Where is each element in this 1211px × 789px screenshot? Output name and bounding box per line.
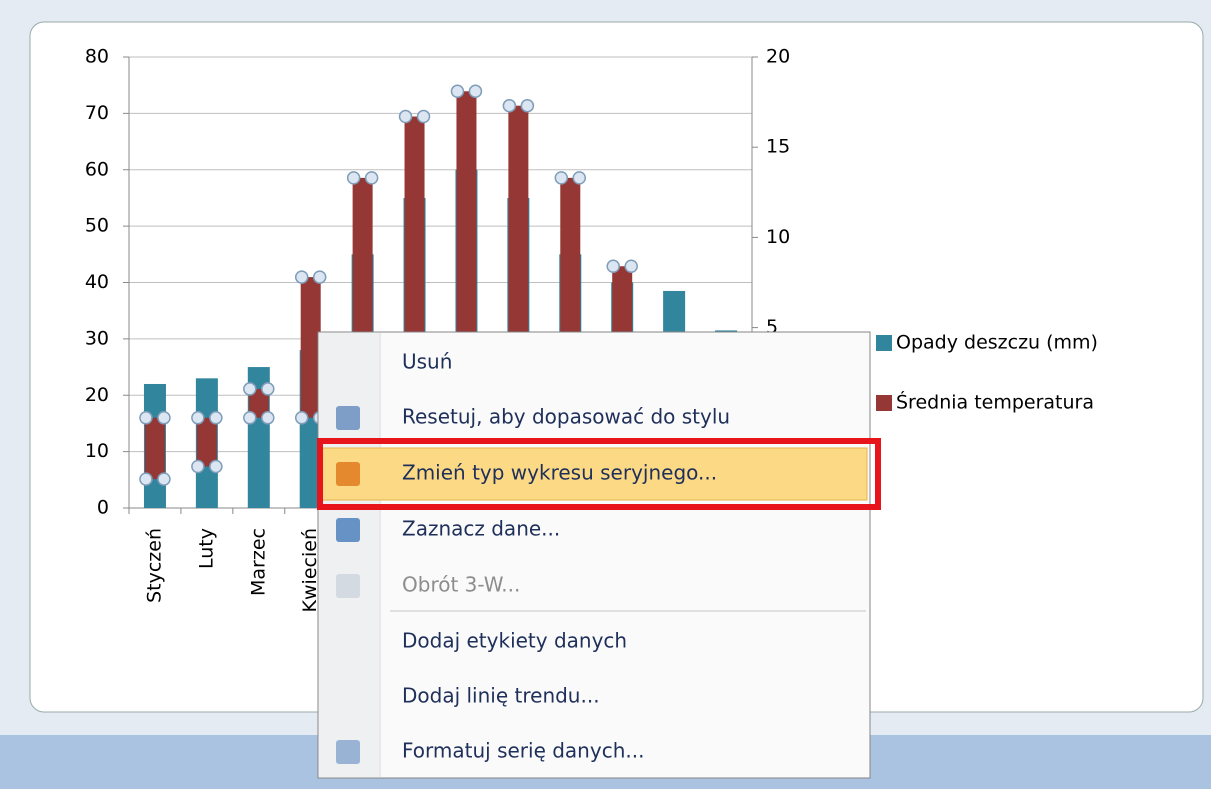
legend-swatch: [876, 335, 892, 351]
menu-highlight: [321, 447, 868, 501]
selection-handle: [398, 109, 413, 124]
y-tick-label: 0: [97, 497, 109, 519]
menu-item[interactable]: Formatuj serię danych...: [402, 739, 644, 763]
selection-handle: [346, 171, 361, 185]
y2-tick-label: 20: [766, 46, 790, 68]
selection-handle: [468, 84, 483, 99]
menu-item[interactable]: Zmień typ wykresu seryjnego...: [402, 461, 717, 485]
highlight-box: [317, 438, 881, 510]
selection-handle: [502, 98, 517, 113]
menu-item[interactable]: Resetuj, aby dopasować do stylu: [402, 405, 730, 429]
y-tick-label: 60: [85, 158, 109, 180]
selection-handle: [157, 411, 171, 425]
selection-handle: [450, 84, 465, 99]
y-tick-label: 40: [85, 271, 109, 293]
selection-handle: [157, 472, 171, 486]
menu-background: [317, 331, 871, 779]
bar: [248, 388, 269, 418]
selection-handle: [191, 411, 205, 425]
x-tick-label: Kwiecień: [299, 528, 321, 612]
selection-handle: [209, 411, 223, 425]
menu-icon-column: [319, 333, 379, 777]
selection-handle: [209, 459, 223, 474]
selection-handle: [294, 411, 309, 425]
menu-item[interactable]: Dodaj etykiety danych: [402, 629, 627, 653]
y-tick-label: 20: [85, 384, 109, 406]
selection-handle: [243, 382, 257, 396]
selection-handle: [624, 259, 638, 274]
menu-icon: [336, 740, 360, 764]
y2-tick-label: 15: [766, 136, 790, 158]
legend-label: Opady deszczu (mm): [896, 332, 1098, 354]
y2-tick-label: 10: [766, 226, 790, 248]
menu-item[interactable]: Zaznacz dane...: [402, 517, 560, 541]
menu-item[interactable]: Usuń: [402, 350, 452, 374]
x-tick-label: Marzec: [247, 528, 269, 596]
y-tick-label: 10: [85, 440, 109, 462]
y-tick-label: 30: [85, 327, 109, 349]
selection-handle: [520, 98, 535, 113]
bar: [300, 277, 321, 418]
context-menu: Usuń Resetuj, aby dopasować do stylu Zmień…: [317, 331, 881, 779]
selection-handle: [139, 411, 153, 425]
menu-item[interactable]: Dodaj linię trendu...: [402, 684, 600, 708]
bar: [144, 417, 165, 480]
menu-icon: [336, 574, 360, 598]
selection-handle: [261, 411, 275, 425]
menu-icon: [336, 518, 360, 542]
x-tick-label: Styczeń: [143, 528, 165, 603]
menu-item: Obrót 3-W...: [402, 573, 520, 597]
selection-handle: [554, 171, 569, 185]
selection-handle: [312, 270, 327, 284]
bar: [196, 417, 217, 467]
legend-label: Średnia temperatura: [896, 390, 1094, 414]
menu-icon: [336, 462, 360, 486]
selection-handle: [243, 411, 257, 425]
x-tick-label: Luty: [195, 528, 217, 569]
y-tick-label: 50: [85, 215, 109, 237]
legend-swatch: [876, 395, 892, 411]
selection-handle: [416, 109, 431, 124]
selection-handle: [261, 382, 275, 396]
selection-handle: [606, 259, 620, 274]
y-tick-label: 80: [85, 46, 109, 68]
selection-handle: [572, 171, 587, 185]
selection-handle: [294, 270, 309, 284]
selection-handle: [364, 171, 379, 185]
selection-handle: [191, 459, 205, 474]
menu-icon: [336, 406, 360, 430]
y-tick-label: 70: [85, 102, 109, 124]
selection-handle: [139, 472, 153, 486]
